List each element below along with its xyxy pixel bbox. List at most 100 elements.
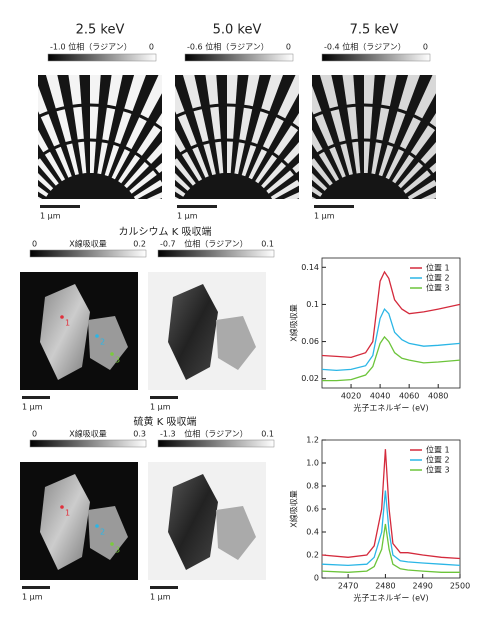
spoke [255, 113, 299, 184]
colorbar-max: 0.3 [133, 430, 146, 439]
point-marker [110, 542, 114, 546]
spoke [378, 75, 420, 177]
point-label: 1 [65, 319, 70, 328]
spoke [104, 207, 312, 226]
ring [175, 103, 299, 131]
scale-bar [150, 586, 178, 589]
spoke [346, 277, 365, 485]
spoke [45, 75, 79, 176]
point-label: 2 [100, 528, 105, 537]
spoke [175, 129, 203, 182]
colorbar-min: 0 [32, 430, 37, 439]
y-tick-label: 0.14 [301, 263, 319, 272]
panel-title: 2.5 keV [76, 23, 125, 38]
center [181, 173, 273, 199]
spoke [90, 75, 101, 174]
x-tick-label: 4040 [370, 392, 390, 401]
colorbar-label: 位相（ラジアン） [184, 239, 248, 249]
y-tick-label: 0.1 [306, 300, 319, 309]
spoke [270, 178, 299, 199]
spoke [385, 75, 436, 180]
colorbar [157, 439, 275, 448]
ring [38, 103, 162, 131]
legend-label: 位置 3 [426, 283, 450, 293]
ring [312, 138, 436, 183]
x-tick-label: 2490 [413, 582, 433, 591]
spoke [0, 170, 39, 218]
legend-label: 位置 2 [426, 273, 450, 283]
colorbar [321, 53, 431, 62]
colorbar [47, 53, 157, 62]
spoke [175, 186, 186, 197]
point-label: 3 [115, 546, 120, 555]
series-line [322, 335, 461, 382]
star-image [0, 75, 162, 226]
colorbar-min: 0 [32, 240, 37, 249]
spoke [111, 75, 162, 180]
x-tick-label: 2470 [338, 582, 358, 591]
spoke [389, 269, 480, 454]
spoke [175, 173, 191, 191]
scale-bar [150, 396, 178, 399]
spoke [279, 225, 480, 244]
crystal [88, 316, 128, 370]
spoke [205, 75, 224, 174]
scale-bar [40, 205, 80, 208]
colorbar-max: 0 [286, 43, 291, 52]
spoke [283, 192, 299, 199]
crystal [216, 316, 256, 370]
y-axis-label: X線吸収量 [289, 490, 299, 527]
spoke [371, 75, 397, 175]
spoke [146, 192, 162, 199]
colorbar-max: 0.2 [133, 240, 146, 249]
crystal [168, 474, 218, 570]
spoke [392, 113, 436, 184]
y-tick-label: 0.6 [306, 505, 319, 514]
spoke [68, 75, 87, 174]
spoke [364, 75, 375, 174]
crystal [88, 506, 128, 560]
colorbar-label: 位相（ラジアン） [68, 42, 132, 52]
point-marker [95, 334, 99, 338]
scale-bar [22, 396, 50, 399]
spoke [38, 172, 54, 191]
x-tick-label: 4060 [399, 392, 419, 401]
series-line [321, 270, 461, 359]
colorbar-label: 位相（ラジアン） [205, 42, 269, 52]
spoke [118, 113, 162, 184]
colorbar-min: -1.0 [50, 43, 66, 52]
x-axis-label: 光子エネルギー (eV) [353, 593, 428, 603]
series-line [321, 449, 461, 560]
spoke [416, 225, 480, 244]
x-tick-label: 2480 [375, 582, 395, 591]
series-line [321, 307, 461, 372]
y-tick-label: 0.8 [306, 482, 319, 491]
spoke [0, 207, 175, 226]
crystal [40, 284, 90, 380]
center [318, 173, 410, 199]
y-tick-label: 1.0 [306, 459, 319, 468]
spoke [312, 129, 340, 182]
ring [175, 138, 299, 183]
spoke [312, 186, 323, 197]
spoke [241, 75, 283, 177]
spoke [0, 207, 38, 226]
spoke [252, 269, 368, 454]
spoke [248, 75, 299, 180]
colorbar-min: -1.3 [160, 430, 176, 439]
series-line [321, 490, 461, 567]
crystal [40, 474, 90, 570]
colorbar-max: 0.1 [261, 240, 274, 249]
colorbar-max: 0 [423, 43, 428, 52]
spoke [182, 75, 216, 176]
scale-label: 1 μm [314, 212, 335, 221]
x-tick-label: 4080 [428, 392, 448, 401]
spoke [319, 75, 353, 176]
edge-title: 硫黄 K 吸収端 [134, 415, 197, 428]
colorbar-label: 位相（ラジアン） [184, 429, 248, 439]
spoke [38, 196, 43, 199]
ring [312, 103, 436, 131]
panel-title: 5.0 keV [213, 23, 262, 38]
spoke [420, 192, 436, 199]
